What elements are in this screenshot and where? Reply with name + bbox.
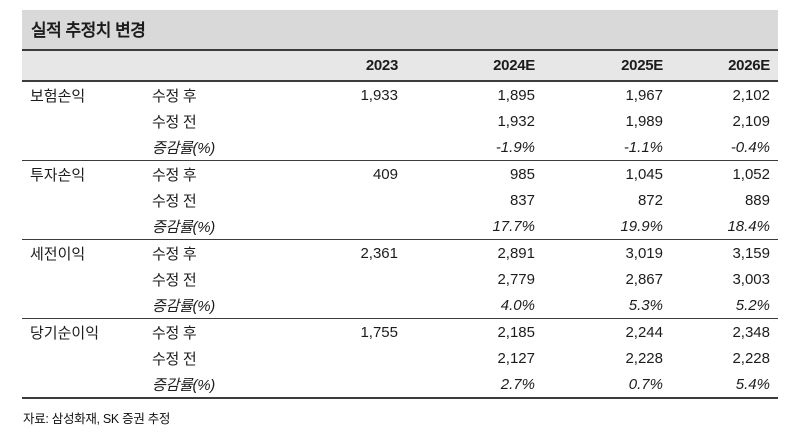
row-label-cell: 증감률(%) <box>152 139 215 157</box>
value-cell <box>280 134 406 161</box>
header-cell-2025e: 2025E <box>543 51 671 82</box>
row-label-cell: 수정 전 <box>152 192 197 210</box>
value-cell <box>280 108 406 134</box>
value-cell: -1.1% <box>623 138 663 156</box>
row-label-cell: 수정 전 <box>152 271 197 289</box>
value-cell: 889 <box>744 191 770 209</box>
estimate-table: 2023 2024E 2025E 2026E 보험손익 수정 후 1,933 1,89… <box>22 51 778 399</box>
estimate-table-body: 보험손익 수정 후 1,933 1,895 1,967 2,102 수정 전 1,932 1,9… <box>22 81 778 399</box>
row-label-cell: 수정 후 <box>152 87 197 105</box>
row-label-cell: 증감률(%) <box>152 297 215 315</box>
group-label-cell <box>22 345 152 371</box>
value-cell: 1,967 <box>625 86 663 104</box>
table-container: 실적 추정치 변경 2023 2024E 2025E 2026E <box>22 10 778 427</box>
value-cell: -1.9% <box>495 138 535 156</box>
group-label-cell: 당기순이익 <box>22 318 152 345</box>
header-cell-2024e: 2024E <box>406 51 543 82</box>
value-cell: 5.4% <box>671 371 778 399</box>
value-cell: 2.7% <box>406 371 543 399</box>
row-label-cell: 수정 후 <box>152 160 280 187</box>
value-cell: 19.9% <box>620 217 663 235</box>
value-cell: 5.2% <box>735 296 770 314</box>
table-row: 증감률(%) 4.0% 5.3% 5.2% <box>22 292 778 319</box>
row-label-cell: 수정 전 <box>152 350 197 368</box>
value-cell <box>280 187 406 213</box>
group-label-cell <box>22 108 152 134</box>
group-label-cell: 투자손익 <box>22 160 152 187</box>
header-cell-blank1 <box>22 51 152 82</box>
table-row: 수정 전 837 872 889 <box>22 187 778 213</box>
value-cell: 2,228 <box>625 349 663 367</box>
value-cell: 872 <box>637 191 663 209</box>
group-label-cell <box>22 292 152 319</box>
value-cell: 2,228 <box>732 349 770 367</box>
row-label-cell: 증감률(%) <box>152 218 215 236</box>
value-cell: 985 <box>406 160 543 187</box>
value-cell: 4.0% <box>500 296 535 314</box>
value-cell: 1,045 <box>543 160 671 187</box>
value-cell: 17.7% <box>492 217 535 235</box>
value-cell <box>280 345 406 371</box>
row-label-cell: 수정 전 <box>152 113 197 131</box>
value-cell: 2,361 <box>280 239 406 266</box>
header-cell-blank2 <box>152 51 280 82</box>
value-cell: 2,891 <box>406 239 543 266</box>
source-note: 자료: 삼성화재, SK 증권 추정 <box>23 412 171 426</box>
table-row: 증감률(%) 2.7% 0.7% 5.4% <box>22 371 778 399</box>
table-row: 수정 전 2,779 2,867 3,003 <box>22 266 778 292</box>
table-row: 보험손익 수정 후 1,933 1,895 1,967 2,102 <box>22 81 778 108</box>
table-row: 투자손익 수정 후 409 985 1,045 1,052 <box>22 160 778 187</box>
value-cell: 1,989 <box>625 112 663 130</box>
group-label-cell <box>22 266 152 292</box>
value-cell: 0.7% <box>543 371 671 399</box>
value-cell: 1,052 <box>671 160 778 187</box>
group-label-cell <box>22 371 152 399</box>
group-label-cell: 보험손익 <box>30 87 86 105</box>
value-cell: 2,127 <box>497 349 535 367</box>
group-label-cell: 세전이익 <box>22 239 152 266</box>
row-label-cell: 증감률(%) <box>152 371 280 399</box>
group-label-cell <box>22 134 152 161</box>
value-cell: 18.4% <box>727 217 770 235</box>
group-label-cell <box>22 213 152 240</box>
value-cell: 3,019 <box>543 239 671 266</box>
value-cell <box>280 266 406 292</box>
header-row: 2023 2024E 2025E 2026E <box>22 51 778 82</box>
value-cell: 2,185 <box>406 318 543 345</box>
header-cell-2026e: 2026E <box>671 51 778 82</box>
value-cell: 837 <box>509 191 535 209</box>
value-cell: 2,867 <box>625 270 663 288</box>
value-cell <box>280 371 406 399</box>
header-cell-2023: 2023 <box>280 51 406 82</box>
value-cell <box>280 213 406 240</box>
row-label-cell: 수정 후 <box>152 239 280 266</box>
value-cell: 1,895 <box>497 86 535 104</box>
value-cell: 3,003 <box>732 270 770 288</box>
group-label-cell <box>22 187 152 213</box>
table-row: 증감률(%) 17.7% 19.9% 18.4% <box>22 213 778 240</box>
value-cell: 1,932 <box>497 112 535 130</box>
value-cell: 2,348 <box>671 318 778 345</box>
value-cell: 2,109 <box>732 112 770 130</box>
value-cell: 2,244 <box>543 318 671 345</box>
table-row: 세전이익 수정 후 2,361 2,891 3,019 3,159 <box>22 239 778 266</box>
row-label-cell: 수정 후 <box>152 318 280 345</box>
value-cell <box>280 292 406 319</box>
value-cell: 409 <box>280 160 406 187</box>
value-cell: 3,159 <box>671 239 778 266</box>
value-cell: 2,779 <box>497 270 535 288</box>
value-cell: 5.3% <box>628 296 663 314</box>
table-title: 실적 추정치 변경 <box>22 10 778 51</box>
value-cell: 1,755 <box>280 318 406 345</box>
value-cell: 1,933 <box>360 86 398 104</box>
table-row: 수정 전 1,932 1,989 2,109 <box>22 108 778 134</box>
value-cell: 2,102 <box>732 86 770 104</box>
table-row: 증감률(%) -1.9% -1.1% -0.4% <box>22 134 778 161</box>
table-row: 수정 전 2,127 2,228 2,228 <box>22 345 778 371</box>
table-row: 당기순이익 수정 후 1,755 2,185 2,244 2,348 <box>22 318 778 345</box>
value-cell: -0.4% <box>730 138 770 156</box>
